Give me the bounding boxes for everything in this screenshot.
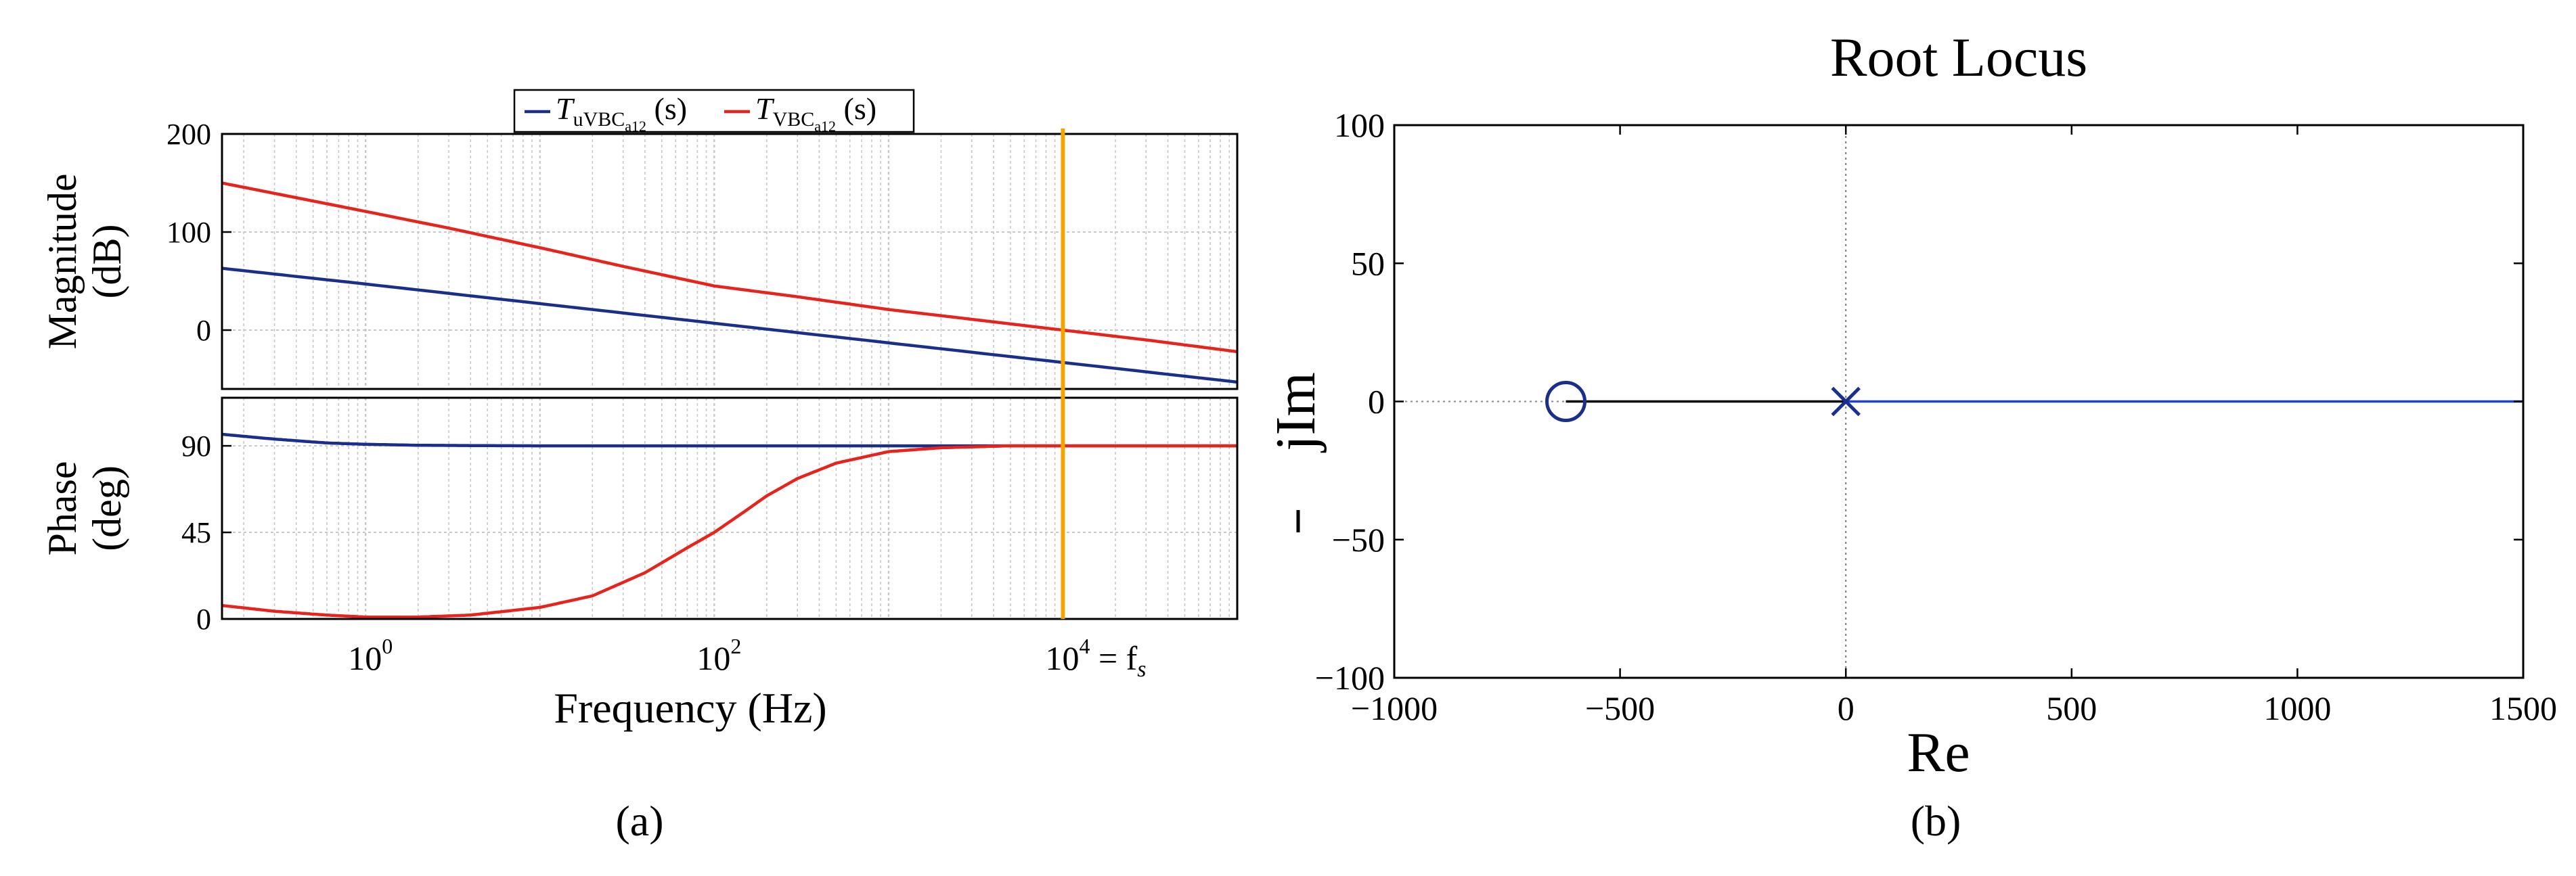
rl-x-tick-label: 1500 — [2489, 689, 2557, 727]
magnitude-ylabel: Magnitude(dB) — [40, 174, 129, 350]
root-locus-plot: Root Locus−1000 −500 0 500 1000 1500−100−5005… — [1264, 26, 2557, 784]
rl-y-tick-label: 0 — [1368, 383, 1385, 421]
panel-label-a: (a) — [615, 797, 663, 845]
zero-marker — [1545, 381, 1587, 422]
magnitude-plot-area — [222, 134, 1237, 389]
rl-y-tick-label: 50 — [1351, 244, 1385, 282]
rl-x-tick-label: 1000 — [2263, 689, 2331, 727]
rl-y-tick-label: −50 — [1332, 521, 1385, 559]
rl-x-tick-label: −500 — [1585, 689, 1655, 727]
root-locus-xlabel: Re — [1907, 721, 1970, 784]
x-tick-label: 100 — [348, 634, 393, 677]
phase-tick-label: 45 — [181, 516, 211, 549]
phase-ylabel: Phase(deg) — [40, 461, 129, 556]
magnitude-line-v — [222, 181, 1237, 354]
magnitude-tick-label: 0 — [196, 314, 211, 347]
phase-line-v — [222, 444, 1237, 619]
x-tick-label: 102 — [696, 634, 741, 677]
rl-x-tick-label: 500 — [2046, 689, 2097, 727]
magnitude-tick-label: 200 — [166, 118, 211, 151]
phase-frame — [221, 396, 1239, 620]
rl-x-tick-label: 0 — [1838, 689, 1855, 727]
root-locus-ylabel: jIm — [1264, 372, 1327, 453]
phase-tick-label: 0 — [196, 603, 211, 636]
rl-y-tick-label: 100 — [1334, 106, 1385, 144]
phase-subplot: 0 45 90 Phase(deg) — [40, 396, 1239, 636]
legend-label-v: TVBCa12 (s) — [755, 91, 876, 135]
root-locus-title: Root Locus — [1830, 26, 2087, 88]
phase-line-u — [222, 432, 1237, 448]
phase-tick-label: 90 — [181, 430, 211, 463]
pole-marker — [1831, 386, 1861, 417]
magnitude-subplot: 0 100 200 Magnitude(dB) — [40, 118, 1239, 390]
x-tick-label: 104 = fs — [1045, 634, 1146, 682]
rl-y-tick-label: −100 — [1315, 659, 1385, 697]
legend-label-u: TuVBCa12 (s) — [556, 91, 687, 135]
bode-xlabel: Frequency (Hz) — [554, 684, 826, 732]
magnitude-frame — [221, 133, 1239, 390]
bode-plot: 0 100 200 Magnitude(dB) 0 45 90 Phase(deg) 100 10… — [40, 89, 1239, 732]
panel-label-b: (b) — [1911, 797, 1961, 845]
legend-box — [513, 89, 915, 133]
legend: TuVBCa12 (s) TVBCa12 (s) — [513, 89, 915, 135]
phase-plot-area — [222, 398, 1237, 619]
rl-x-tick-label: −1000 — [1351, 689, 1438, 727]
magnitude-tick-label: 100 — [166, 216, 211, 249]
